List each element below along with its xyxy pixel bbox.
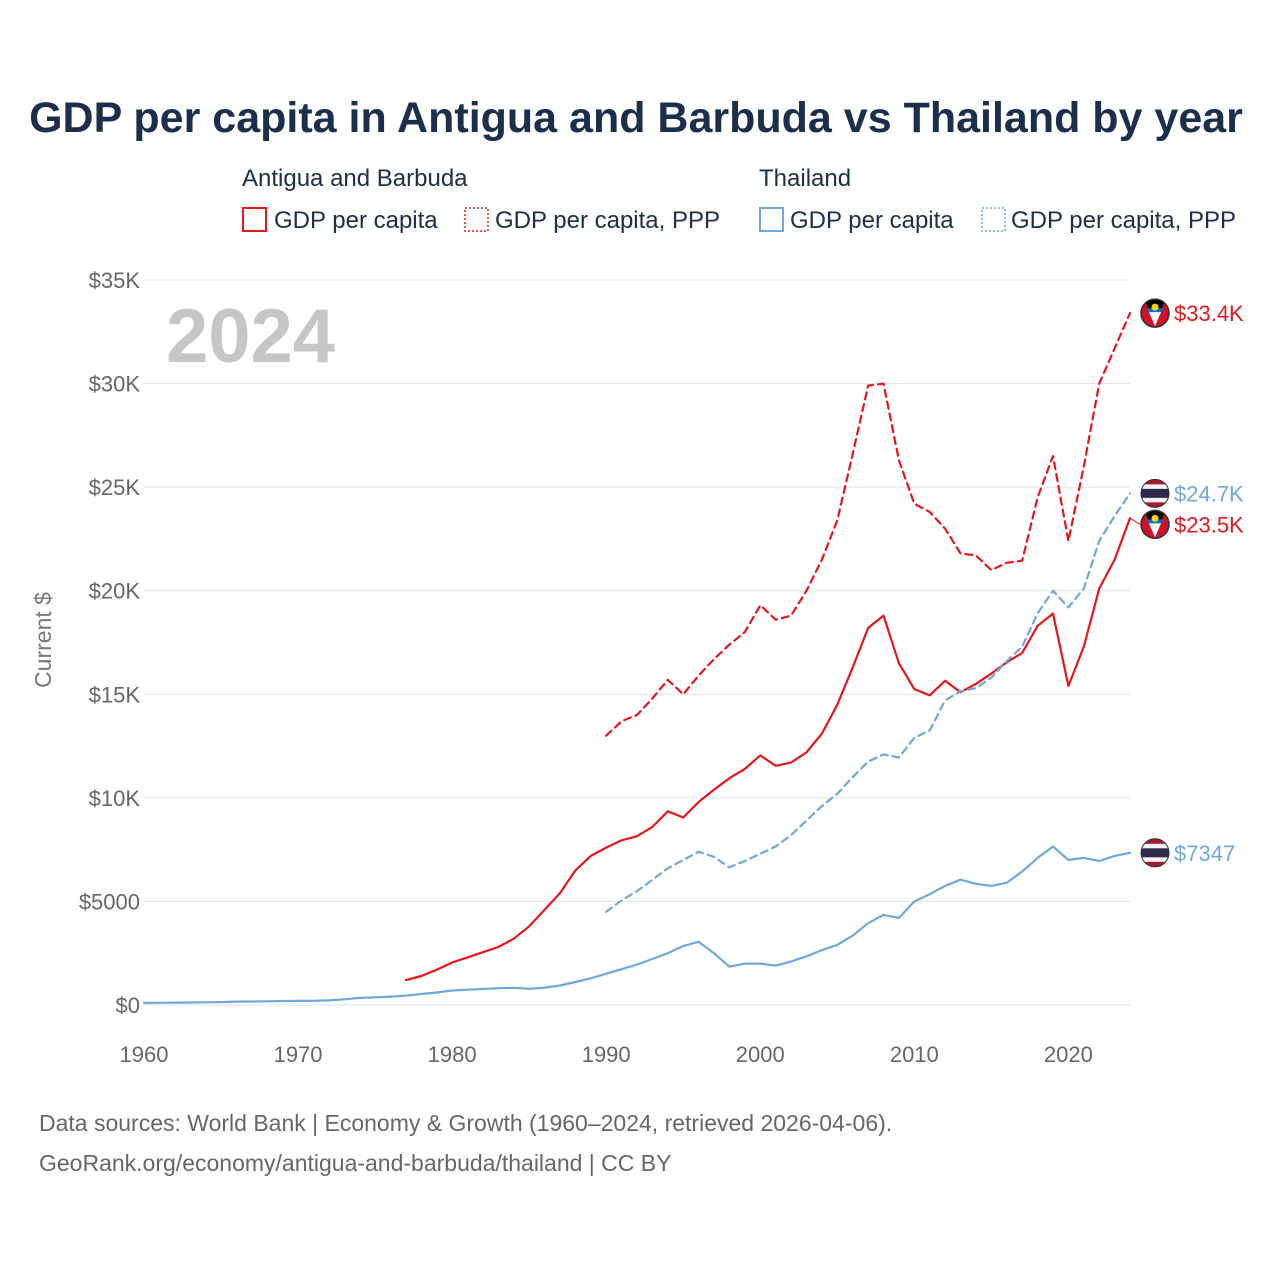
y-tick-label: $15K: [89, 682, 141, 707]
end-connector: [1129, 517, 1141, 525]
x-tick-label: 2010: [890, 1042, 939, 1067]
x-axis: 1960 1970 1980 1990 2000 2010 2020: [120, 1042, 1093, 1067]
x-tick-label: 1960: [120, 1042, 169, 1067]
y-tick-label: $30K: [89, 372, 141, 397]
x-tick-label: 1970: [274, 1042, 323, 1067]
end-labels: $33.4K $24.7K $23.5K $7347: [1129, 298, 1244, 868]
legend-item-antigua-gdp: GDP per capita: [274, 207, 438, 234]
y-tick-label: $25K: [89, 475, 141, 500]
x-tick-label: 1990: [582, 1042, 631, 1067]
end-value-label: $33.4K: [1174, 301, 1244, 326]
year-label: 2024: [166, 294, 335, 379]
y-tick-label: $10K: [89, 786, 141, 811]
end-value-label: $23.5K: [1174, 512, 1244, 537]
y-axis: $0 $5000 $10K $15K $20K $25K $30K $35K: [79, 268, 141, 1018]
legend-swatch-antigua-ppp: [464, 207, 489, 232]
thailand-flag-icon: [1140, 478, 1170, 508]
series-line-3: [605, 492, 1132, 913]
gridlines: [144, 279, 1130, 1006]
chart-title: GDP per capita in Antigua and Barbuda vs…: [29, 94, 1243, 142]
legend-swatch-thailand-gdp: [759, 207, 784, 232]
source-line-2[interactable]: GeoRank.org/economy/antigua-and-barbuda/…: [39, 1150, 671, 1176]
x-tick-label: 2020: [1044, 1042, 1093, 1067]
source-line-1: Data sources: World Bank | Economy & Gro…: [39, 1110, 892, 1136]
legend-swatch-thailand-ppp: [981, 207, 1006, 232]
legend-group-antigua: Antigua and Barbuda: [242, 165, 468, 192]
end-value-label: $24.7K: [1174, 481, 1244, 506]
y-tick-label: $35K: [89, 268, 141, 293]
series-line-0: [404, 517, 1132, 982]
antigua-flag-icon: [1140, 509, 1170, 539]
y-tick-label: $0: [116, 993, 140, 1018]
legend-item-thailand-ppp: GDP per capita, PPP: [1011, 207, 1236, 234]
legend-swatch-antigua-gdp: [242, 207, 267, 232]
y-tick-label: $20K: [89, 579, 141, 604]
x-tick-label: 1980: [428, 1042, 477, 1067]
antigua-flag-icon: [1140, 298, 1170, 328]
x-tick-label: 2000: [736, 1042, 785, 1067]
series-lines: [142, 312, 1132, 1004]
series-line-2: [142, 845, 1132, 1004]
legend-group-thailand: Thailand: [759, 165, 851, 192]
legend-item-thailand-gdp: GDP per capita: [790, 207, 954, 234]
legend: Antigua and Barbuda GDP per capita GDP p…: [242, 165, 1236, 234]
thailand-flag-icon: [1140, 838, 1170, 868]
y-axis-label: Current $: [30, 592, 56, 688]
y-tick-label: $5000: [79, 889, 140, 914]
end-value-label: $7347: [1174, 841, 1235, 866]
legend-item-antigua-ppp: GDP per capita, PPP: [495, 207, 720, 234]
series-line-1: [605, 312, 1132, 737]
